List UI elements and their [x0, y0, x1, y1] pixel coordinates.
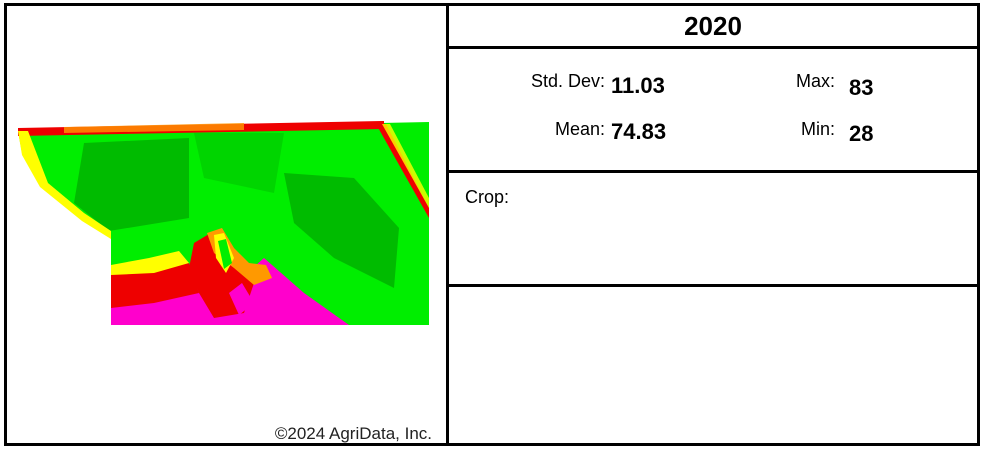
zone-yellow-west	[18, 131, 111, 239]
map-panel: ©2024 AgriData, Inc.	[4, 3, 449, 446]
max-label: Max:	[795, 71, 835, 91]
year-label: 2020	[684, 11, 742, 41]
zone-yellow-diagonal	[382, 124, 429, 208]
min-value: 28	[849, 121, 874, 146]
zone-green-plume	[218, 239, 232, 269]
zone-dark-green-west	[74, 138, 189, 231]
crop-label: Crop:	[465, 187, 510, 207]
zone-red-diagonal	[376, 124, 429, 218]
max-value: 83	[849, 75, 874, 100]
zone-orange-top	[64, 123, 244, 133]
zone-dark-green-east	[284, 173, 399, 288]
crop-section: Crop:	[449, 173, 977, 287]
zone-magenta-mid	[229, 283, 254, 315]
copyright-text: ©2024 AgriData, Inc.	[274, 424, 432, 443]
zone-dark-green-mid	[194, 133, 284, 193]
std-dev-label: Std. Dev:	[530, 71, 605, 91]
statistics-section: Std. Dev: 11.03 Max: 83 Mean: 74.83 Min:…	[449, 49, 977, 173]
zone-yellow-left-bottom	[111, 251, 189, 275]
mean-label: Mean:	[554, 119, 605, 139]
empty-section	[449, 287, 977, 446]
year-header: 2020	[449, 3, 977, 49]
field-map	[18, 121, 429, 325]
min-label: Min:	[800, 119, 835, 139]
std-dev-value: 11.03	[611, 73, 665, 98]
mean-value: 74.83	[611, 119, 667, 144]
frame	[4, 3, 980, 446]
zone-red-west-bottom	[111, 263, 199, 308]
stats-panel: 2020 Std. Dev: 11.03 Max: 83 Mean: 74.83…	[449, 3, 980, 446]
